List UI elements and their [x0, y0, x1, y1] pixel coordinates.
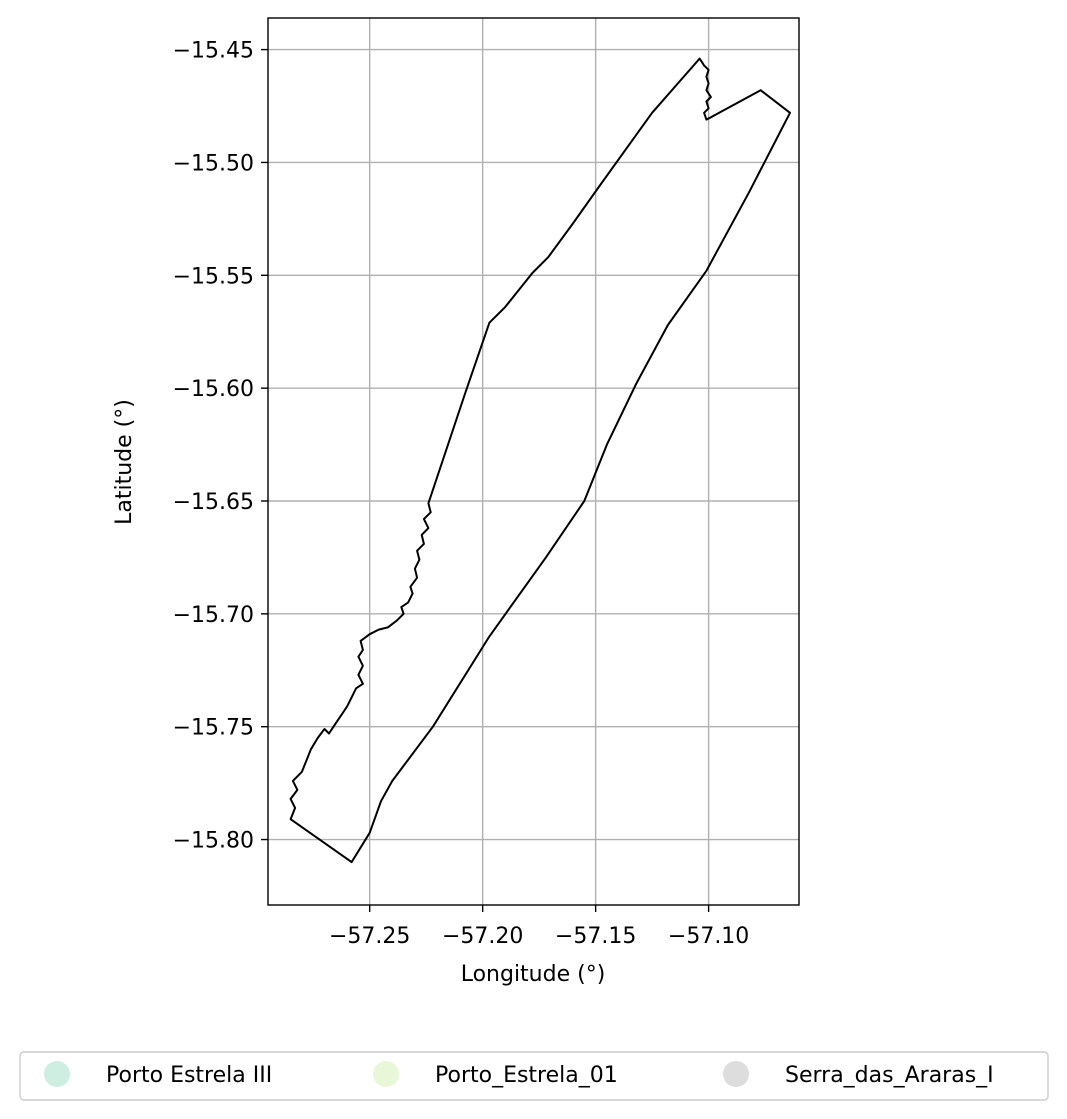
y-tick-label: −15.80 — [173, 829, 254, 854]
x-tick-label: −57.15 — [555, 924, 636, 949]
legend-entry: Porto_Estrela_01 — [373, 1061, 618, 1088]
legend-label: Porto_Estrela_01 — [435, 1063, 618, 1088]
legend-marker-icon — [44, 1061, 70, 1087]
x-tick-label: −57.10 — [668, 924, 749, 949]
x-tick-label: −57.25 — [329, 924, 410, 949]
legend-label: Porto Estrela III — [106, 1063, 272, 1088]
y-axis-label: Latitude (°) — [112, 399, 137, 525]
tick-layer: −57.25 −57.20 −57.15 −57.10 −15.45 −15.50 −15.… — [173, 39, 750, 949]
legend: Porto Estrela III Porto_Estrela_01 Serra_d… — [19, 1051, 1049, 1101]
y-tick-label: −15.60 — [173, 377, 254, 402]
y-tick-label: −15.45 — [173, 39, 254, 64]
y-tick-label: −15.65 — [173, 490, 254, 515]
y-tick-label: −15.55 — [173, 264, 254, 289]
grid-lines — [268, 18, 799, 905]
x-tick-label: −57.20 — [442, 924, 523, 949]
legend-frame — [19, 1051, 1049, 1101]
y-tick-label: −15.50 — [173, 151, 254, 176]
legend-marker-icon — [723, 1061, 749, 1087]
area-boundary-outline — [289, 57, 791, 864]
legend-label: Serra_das_Araras_I — [785, 1063, 994, 1088]
y-tick-label: −15.70 — [173, 603, 254, 628]
x-axis-label: Longitude (°) — [461, 962, 606, 987]
y-tick-label: −15.75 — [173, 716, 254, 741]
legend-marker-icon — [373, 1061, 399, 1087]
legend-entry: Porto Estrela III — [44, 1061, 272, 1088]
plot-frame — [267, 17, 800, 906]
legend-entry: Serra_das_Araras_I — [723, 1061, 994, 1088]
boundary-layer — [289, 57, 791, 864]
